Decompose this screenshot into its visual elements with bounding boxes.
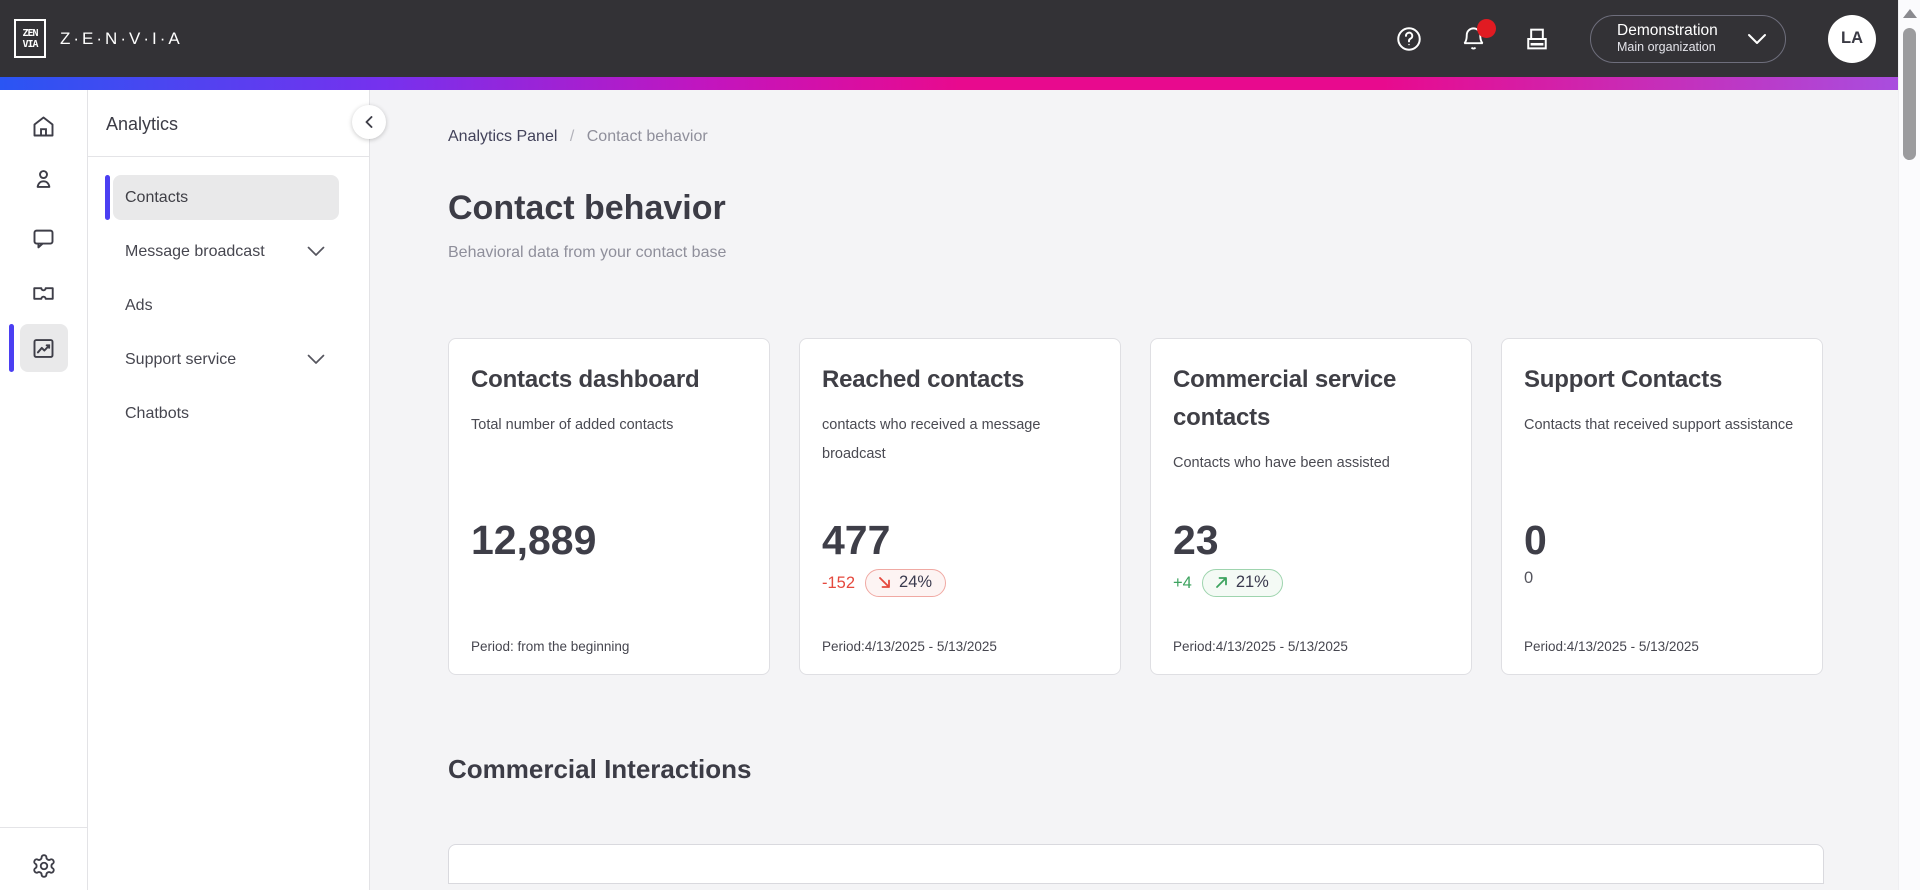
chevron-left-icon [365,116,373,128]
scrollbar-thumb[interactable] [1903,28,1916,160]
card-period: Period:4/13/2025 - 5/13/2025 [1173,639,1348,654]
notification-unread-dot [1477,18,1496,38]
home-icon [33,116,54,136]
card-trend-row: 0 [1524,569,1533,588]
trend-badge: 21% [1201,569,1283,597]
chevron-down-icon [307,354,325,364]
card-reached-contacts: Reached contacts contacts who received a… [799,338,1121,675]
user-avatar[interactable]: LA [1828,14,1876,63]
card-support-contacts: Support Contacts Contacts that received … [1501,338,1823,675]
nav-tickets[interactable] [20,269,68,317]
menu-item-label: Contacts [125,188,189,206]
breadcrumb-current: Contact behavior [586,128,708,145]
organization-selector[interactable]: Demonstration Main organization [1590,14,1786,63]
delta-value: 0 [1524,569,1534,587]
panel-menu: Contacts Message broadcast Ads Support s… [88,157,369,436]
delta-value: +4 [1173,573,1192,592]
printer-icon [1527,28,1547,49]
bell-icon [1463,27,1483,50]
nav-contacts[interactable] [20,155,68,203]
arrow-down-right-icon [879,577,890,588]
card-title: Reached contacts [822,366,1025,393]
card-description: contacts who received a message broadcas… [822,417,1041,462]
nav-settings[interactable] [20,842,68,890]
card-description: Total number of added contacts [471,417,674,433]
main-content: Analytics Panel / Contact behavior Conta… [370,90,1920,890]
gear-icon [32,854,55,878]
badge-percent: 24% [899,573,933,591]
nav-home[interactable] [20,102,68,150]
analytics-chart-icon [33,338,54,358]
chat-bubble-icon [33,229,54,248]
card-description: Contacts that received support assistanc… [1524,417,1794,433]
card-title: Contacts dashboard [471,366,700,393]
breadcrumb-analytics-panel[interactable]: Analytics Panel [448,128,558,145]
delta-value: -152 [822,573,856,592]
menu-item-label: Chatbots [125,404,190,422]
page-scrollbar[interactable] [1898,0,1920,890]
logo-text-bottom: VIA [22,38,38,50]
brand-wordmark: Z·E·N·V·I·A [60,28,183,48]
analytics-sub-sidebar: Analytics Contacts Message broadcast Ads… [88,90,386,890]
menu-item-label: Message broadcast [125,242,265,260]
page-title: Contact behavior [448,189,726,227]
brand-gradient-bar [0,77,1920,90]
panel-title: Analytics [106,114,179,134]
breadcrumb: Analytics Panel / Contact behavior [448,127,1920,147]
card-value: 12,889 [471,517,597,563]
ticket-icon [33,286,54,300]
nav-analytics[interactable] [8,324,68,372]
logo-text-top: ZEN [22,27,38,39]
card-period: Period: from the beginning [471,639,630,654]
card-value: 23 [1173,517,1219,563]
nav-conversations[interactable] [20,214,68,262]
menu-item-message-broadcast[interactable]: Message broadcast [113,229,339,274]
top-bar: ZEN VIA Z·E·N·V·I·A Demonstration Main o… [0,0,1920,77]
page-subtitle: Behavioral data from your contact base [448,244,727,261]
rail-divider [0,827,87,828]
card-title: Support Contacts [1524,366,1723,393]
menu-item-label: Ads [125,296,153,314]
card-trend-row: +4 21% [1173,569,1283,597]
card-value: 0 [1524,517,1547,563]
card-period: Period:4/13/2025 - 5/13/2025 [1524,639,1699,654]
question-circle-icon [1397,26,1421,51]
menu-item-label: Support service [125,350,237,368]
card-description: Contacts who have been assisted [1173,455,1390,471]
organization-name: Demonstration [1617,22,1718,39]
chevron-down-icon [307,246,325,256]
commercial-interactions-card [448,844,1824,884]
panel-divider [88,156,369,157]
card-title: Commercial service contacts [1173,366,1397,431]
card-commercial-service-contacts: Commercial service contacts Contacts who… [1150,338,1472,675]
contacts-person-icon [36,169,51,188]
chevron-down-icon [1748,33,1766,44]
nav-rail [0,90,88,890]
breadcrumb-separator: / [569,128,575,145]
notifications-button[interactable] [1456,18,1496,56]
kpi-cards-row: Contacts dashboard Total number of added… [448,338,1920,675]
card-value: 477 [822,517,891,563]
menu-item-contacts[interactable]: Contacts [105,175,339,220]
help-button[interactable] [1392,22,1426,56]
scrollbar-up-arrow[interactable] [1902,9,1917,18]
zenvia-logo-icon: ZEN VIA [14,19,46,58]
panel-collapse-button[interactable] [352,105,386,139]
trend-badge: 24% [865,569,947,597]
print-button[interactable] [1520,22,1554,56]
card-period: Period:4/13/2025 - 5/13/2025 [822,639,997,654]
section-title-commercial-interactions: Commercial Interactions [448,754,752,784]
card-contacts-dashboard: Contacts dashboard Total number of added… [448,338,770,675]
menu-item-support-service[interactable]: Support service [113,337,339,382]
organization-subtitle: Main organization [1617,40,1716,54]
menu-item-ads[interactable]: Ads [113,283,339,328]
arrow-up-right-icon [1215,577,1227,588]
badge-percent: 21% [1235,573,1269,591]
menu-item-chatbots[interactable]: Chatbots [113,391,339,436]
card-trend-row: -152 24% [822,569,947,597]
